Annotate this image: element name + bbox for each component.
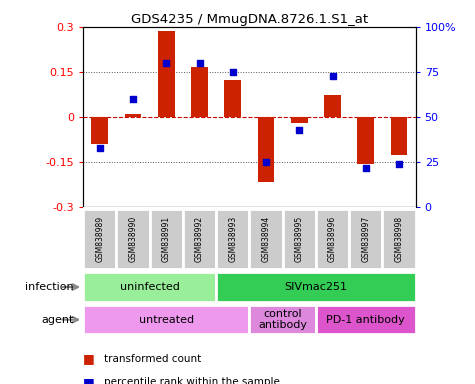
Bar — [158, 31, 175, 117]
FancyBboxPatch shape — [382, 209, 416, 270]
Bar — [291, 117, 308, 123]
Text: transformed count: transformed count — [104, 354, 202, 364]
Text: ■: ■ — [83, 376, 95, 384]
FancyBboxPatch shape — [316, 209, 349, 270]
FancyBboxPatch shape — [316, 305, 416, 334]
Point — [395, 161, 403, 167]
FancyBboxPatch shape — [249, 305, 316, 334]
Point — [362, 165, 370, 171]
Title: GDS4235 / MmugDNA.8726.1.S1_at: GDS4235 / MmugDNA.8726.1.S1_at — [131, 13, 368, 26]
Text: agent: agent — [41, 314, 74, 325]
Bar — [91, 117, 108, 144]
Text: GSM838997: GSM838997 — [361, 216, 370, 262]
Text: GSM838994: GSM838994 — [262, 216, 270, 262]
Point — [295, 127, 303, 133]
FancyBboxPatch shape — [283, 209, 316, 270]
Point — [262, 159, 270, 165]
Text: GSM838990: GSM838990 — [129, 216, 137, 262]
Text: GSM838996: GSM838996 — [328, 216, 337, 262]
Text: GSM838998: GSM838998 — [395, 216, 403, 262]
Text: GSM838992: GSM838992 — [195, 216, 204, 262]
Point — [329, 73, 336, 79]
Text: ■: ■ — [83, 353, 95, 366]
Point — [96, 145, 104, 151]
FancyBboxPatch shape — [83, 305, 249, 334]
Text: control
antibody: control antibody — [258, 309, 307, 331]
Text: untreated: untreated — [139, 314, 194, 325]
FancyBboxPatch shape — [83, 209, 116, 270]
Point — [129, 96, 137, 102]
Text: GSM838989: GSM838989 — [95, 216, 104, 262]
FancyBboxPatch shape — [216, 272, 416, 302]
FancyBboxPatch shape — [349, 209, 382, 270]
Text: GSM838993: GSM838993 — [228, 216, 237, 262]
FancyBboxPatch shape — [249, 209, 283, 270]
Bar — [191, 68, 208, 117]
Bar — [224, 79, 241, 117]
Text: infection: infection — [25, 282, 74, 292]
Text: SIVmac251: SIVmac251 — [285, 282, 347, 292]
Point — [162, 60, 170, 66]
FancyBboxPatch shape — [183, 209, 216, 270]
Bar — [357, 117, 374, 164]
Bar — [124, 114, 142, 117]
Bar — [390, 117, 407, 155]
Point — [229, 69, 237, 75]
FancyBboxPatch shape — [83, 272, 216, 302]
Text: percentile rank within the sample: percentile rank within the sample — [104, 377, 280, 384]
Bar — [257, 117, 275, 182]
Text: GSM838991: GSM838991 — [162, 216, 171, 262]
Text: PD-1 antibody: PD-1 antibody — [326, 314, 405, 325]
FancyBboxPatch shape — [216, 209, 249, 270]
Point — [196, 60, 203, 66]
FancyBboxPatch shape — [150, 209, 183, 270]
Text: uninfected: uninfected — [120, 282, 180, 292]
FancyBboxPatch shape — [116, 209, 150, 270]
Text: GSM838995: GSM838995 — [295, 216, 304, 262]
Bar — [324, 94, 341, 117]
